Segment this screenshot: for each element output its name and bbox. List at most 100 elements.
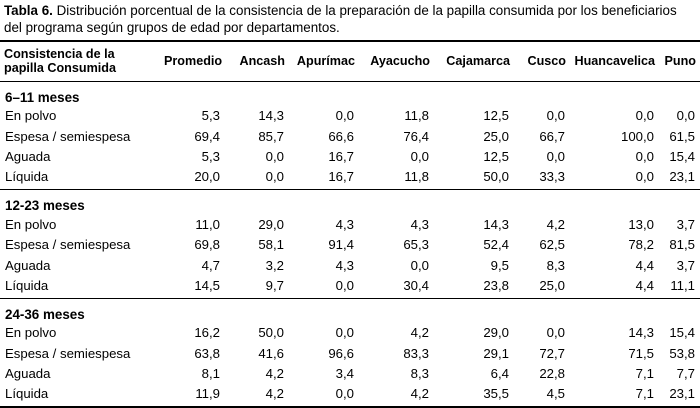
table-cell: 22,8 xyxy=(539,366,565,382)
table-cell: 4,2 xyxy=(265,386,284,402)
table-cell: 7,7 xyxy=(676,366,695,382)
table-cell: 0,0 xyxy=(265,148,284,164)
table-cell: 11,8 xyxy=(404,169,429,185)
table-cell: 5,3 xyxy=(201,108,220,124)
table-cell: 4,3 xyxy=(410,216,429,232)
table-cell: 3,2 xyxy=(265,257,284,273)
table-cell: 29,0 xyxy=(258,216,284,232)
table-cell: 8,1 xyxy=(201,366,220,382)
table-cell: 11,0 xyxy=(195,216,220,232)
table-cell: 15,4 xyxy=(669,325,695,341)
table-cell: 69,8 xyxy=(194,237,220,253)
group-header-row: 6–11 meses xyxy=(0,81,700,106)
row-label: Espesa / semiespesa xyxy=(5,345,131,361)
table-cell: 4,3 xyxy=(335,257,354,273)
table-cell: 0,0 xyxy=(635,169,654,185)
table-cell: 0,0 xyxy=(635,108,654,124)
table-cell: 25,0 xyxy=(483,128,509,144)
table-cell: 72,7 xyxy=(539,345,565,361)
table-cell: 4,5 xyxy=(546,386,565,402)
table-cell: 14,3 xyxy=(483,216,509,232)
table-cell: 4,4 xyxy=(635,257,654,273)
rule-cell xyxy=(0,405,700,408)
table-cell: 0,0 xyxy=(335,108,354,124)
table-cell: 91,4 xyxy=(328,237,354,253)
row-header: Consistencia de la papilla Consumida xyxy=(0,40,160,82)
table-cell: 0,0 xyxy=(335,325,354,341)
table-cell: 12,5 xyxy=(483,108,509,124)
table-row: Líquida 11,9 4,2 0,0 4,2 35,5 4,5 7,1 23,1 xyxy=(0,384,700,406)
group-title: 12-23 meses xyxy=(5,198,85,214)
table-cell: 29,1 xyxy=(483,345,509,361)
table-cell: 0,0 xyxy=(410,148,429,164)
table-cell: 3,7 xyxy=(676,216,695,232)
group-header-row: 24-36 meses xyxy=(0,298,700,323)
row-label: Líquida xyxy=(5,386,49,402)
row-label: Aguada xyxy=(5,148,51,164)
column-header: Puno xyxy=(659,40,700,82)
table-cell: 85,7 xyxy=(258,128,284,144)
table-cell: 11,8 xyxy=(404,108,429,124)
table-row: En polvo 16,2 50,0 0,0 4,2 29,0 0,0 14,3 15,4 xyxy=(0,323,700,343)
table-cell: 41,6 xyxy=(258,345,284,361)
table-cell: 9,7 xyxy=(265,277,284,293)
table-cell: 13,0 xyxy=(628,216,654,232)
table-cell: 4,2 xyxy=(410,325,429,341)
table-cell: 9,5 xyxy=(490,257,509,273)
table-cell: 61,5 xyxy=(669,128,695,144)
table-cell: 78,2 xyxy=(628,237,654,253)
table-cell: 15,4 xyxy=(669,148,695,164)
column-header: Cusco xyxy=(514,40,570,82)
table-cell: 35,5 xyxy=(483,386,509,402)
table-row: Líquida 20,0 0,0 16,7 11,8 50,0 33,3 0,0 23,1 xyxy=(0,167,700,189)
table-row: Espesa / semiespesa 69,8 58,1 91,4 65,3 52,4 6… xyxy=(0,234,700,254)
table-cell: 81,5 xyxy=(669,237,695,253)
table-cell: 0,0 xyxy=(335,386,354,402)
table-cell: 66,7 xyxy=(539,128,565,144)
table-cell: 16,7 xyxy=(328,148,354,164)
table-cell: 76,4 xyxy=(403,128,429,144)
row-label: Aguada xyxy=(5,366,51,382)
column-header: Ayacucho xyxy=(359,40,434,82)
table-cell: 14,5 xyxy=(194,277,220,293)
table-cell: 4,7 xyxy=(201,257,220,273)
row-label: Espesa / semiespesa xyxy=(5,128,131,144)
table-cell: 3,7 xyxy=(676,257,695,273)
data-table: Consistencia de la papilla Consumida Pro… xyxy=(0,40,700,408)
table-cell: 65,3 xyxy=(403,237,429,253)
table-cell: 3,4 xyxy=(335,366,354,382)
table-cell: 4,2 xyxy=(546,216,565,232)
column-header: Ancash xyxy=(225,40,289,82)
table-cell: 8,3 xyxy=(410,366,429,382)
table-cell: 25,0 xyxy=(539,277,565,293)
table-caption: Tabla 6. Distribución porcentual de la c… xyxy=(4,2,694,36)
table-cell: 30,4 xyxy=(403,277,429,293)
row-label: En polvo xyxy=(5,216,57,232)
table-cell: 66,6 xyxy=(328,128,354,144)
table-cell: 20,0 xyxy=(194,169,220,185)
header-row: Consistencia de la papilla Consumida Pro… xyxy=(0,40,700,82)
table-cell: 100,0 xyxy=(620,128,654,144)
group-header-row: 12-23 meses xyxy=(0,190,700,215)
table-body: 6–11 meses En polvo 5,3 14,3 0,0 11,8 12,5 0,0 0… xyxy=(0,81,700,408)
group-divider xyxy=(0,189,700,190)
table-cell: 0,0 xyxy=(335,277,354,293)
table-cell: 96,6 xyxy=(328,345,354,361)
table-cell: 0,0 xyxy=(265,169,284,185)
table-cell: 16,7 xyxy=(328,169,354,185)
column-header: Huancavelica xyxy=(570,40,659,82)
table-cell: 14,3 xyxy=(628,325,654,341)
table-cell: 8,3 xyxy=(546,257,565,273)
table-cell: 0,0 xyxy=(410,257,429,273)
caption-text: Distribución porcentual de la consistenc… xyxy=(4,3,677,35)
table-cell: 50,0 xyxy=(483,169,509,185)
table-cell: 0,0 xyxy=(635,148,654,164)
table-cell: 4,4 xyxy=(635,277,654,293)
table-cell: 7,1 xyxy=(635,366,654,382)
table-row: Líquida 14,5 9,7 0,0 30,4 23,8 25,0 4,4 11,1 xyxy=(0,275,700,297)
table-cell: 33,3 xyxy=(539,169,565,185)
table-cell: 5,3 xyxy=(201,148,220,164)
row-label: En polvo xyxy=(5,108,57,124)
table-cell: 6,4 xyxy=(490,366,509,382)
table-cell: 71,5 xyxy=(628,345,654,361)
